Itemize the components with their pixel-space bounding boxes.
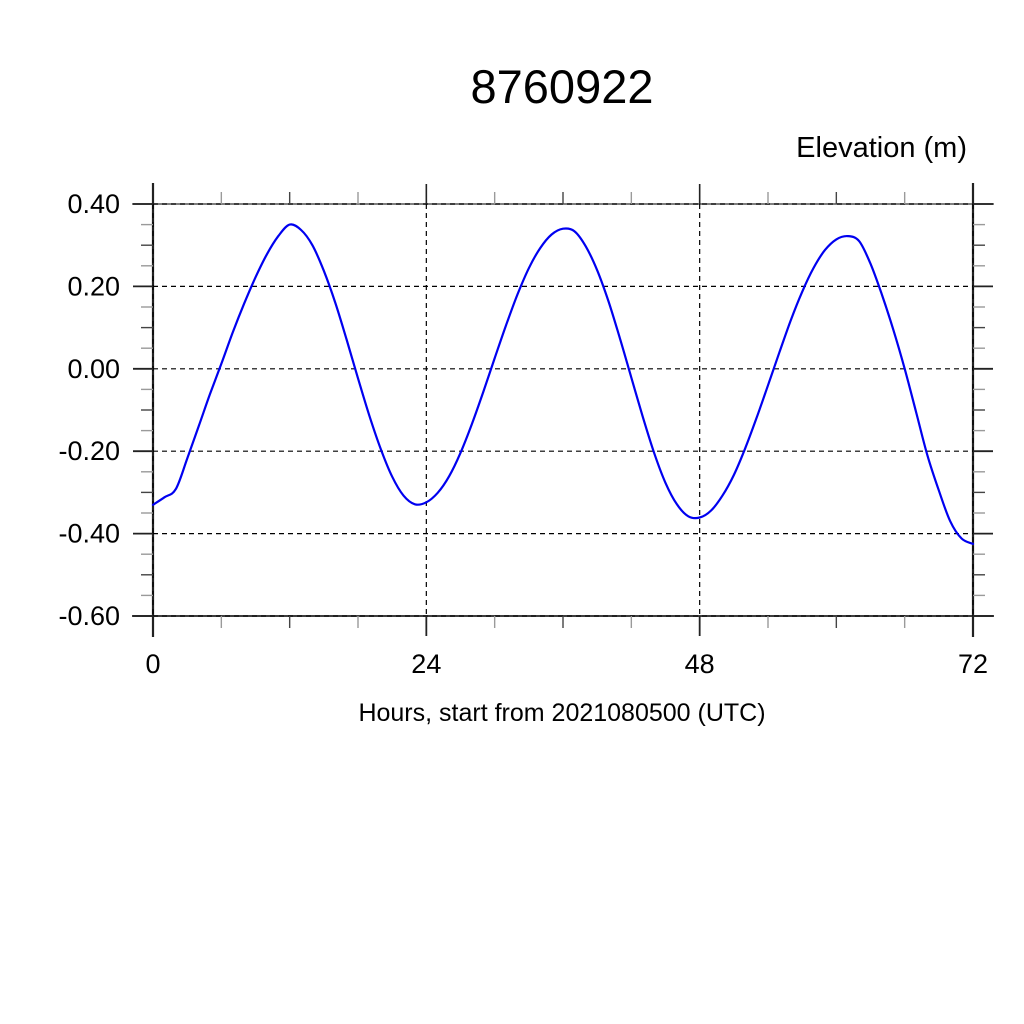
x-tick-label: 48	[685, 649, 715, 679]
x-tick-label: 0	[145, 649, 160, 679]
x-tick-label: 24	[411, 649, 441, 679]
y-tick-label: -0.40	[58, 519, 120, 549]
chart-title: 8760922	[470, 60, 654, 113]
y-tick-label: 0.40	[67, 189, 120, 219]
x-tick-label: 72	[958, 649, 988, 679]
y-tick-label: 0.00	[67, 354, 120, 384]
x-axis-title: Hours, start from 2021080500 (UTC)	[358, 699, 766, 727]
elevation-axis-title: Elevation (m)	[796, 132, 967, 164]
y-tick-label: -0.60	[58, 601, 120, 631]
tide-elevation-curve	[151, 223, 975, 545]
y-tick-label: -0.20	[58, 436, 120, 466]
y-tick-label: 0.20	[67, 271, 120, 301]
